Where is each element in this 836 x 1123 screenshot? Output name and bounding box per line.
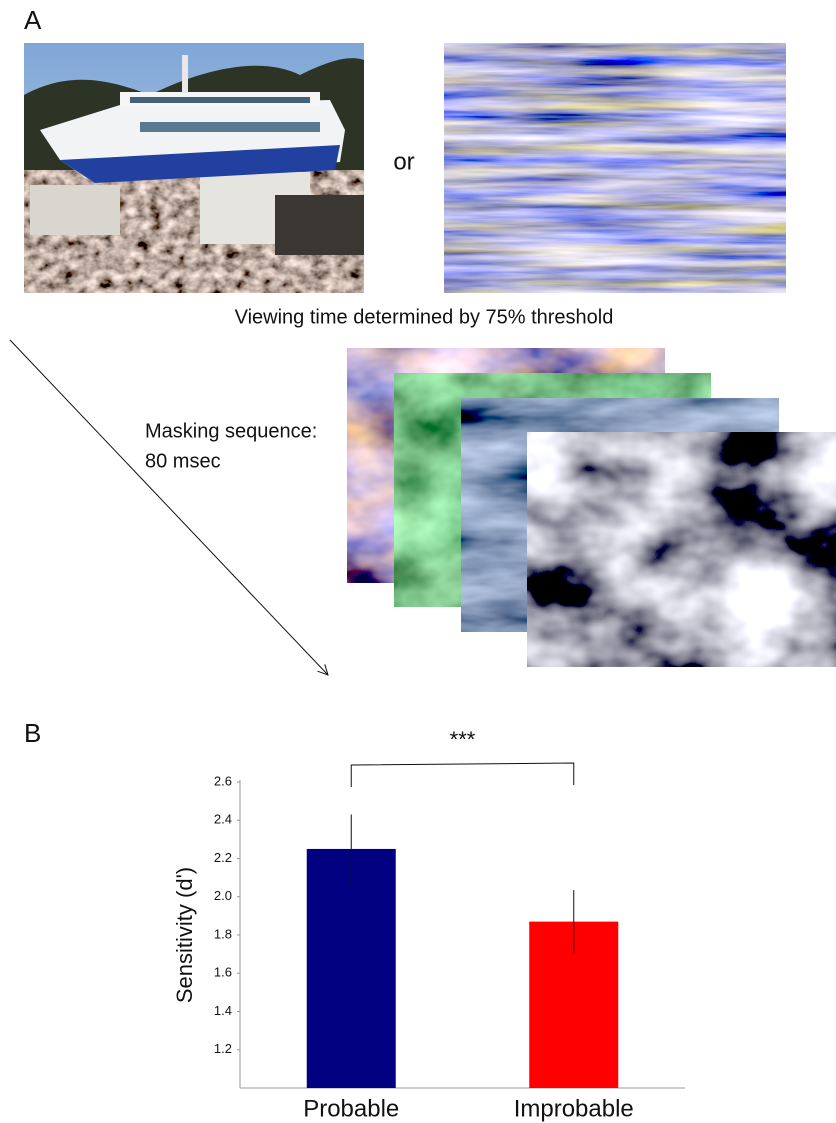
- y-tick-label: 2.0: [214, 888, 232, 903]
- caption: Viewing time determined by 75% threshold: [235, 306, 614, 328]
- mask-image: [527, 432, 836, 667]
- page: {"panel_a": {"label": "A", "connector": …: [0, 0, 836, 1123]
- y-tick-label: 1.4: [214, 1003, 232, 1018]
- panel-label: B: [24, 718, 41, 748]
- y-tick-label: 2.6: [214, 773, 232, 788]
- significance-bracket: [351, 763, 574, 787]
- x-tick-label: Improbable: [514, 1095, 634, 1122]
- panel-label: A: [24, 5, 42, 35]
- y-tick-label: 1.8: [214, 926, 232, 941]
- scene-photo: [24, 43, 364, 293]
- connector-text: or: [393, 148, 414, 175]
- scrambled-image: [444, 43, 786, 293]
- time-arrow: [10, 340, 328, 675]
- y-tick-label: 2.4: [214, 812, 232, 827]
- mask-duration: 80 msec: [145, 450, 221, 472]
- y-tick-label: 1.2: [214, 1041, 232, 1056]
- figure: A or Viewing time determined by 75% thre…: [0, 0, 836, 1123]
- y-tick-label: 2.2: [214, 850, 232, 865]
- y-tick-label: 1.6: [214, 965, 232, 980]
- significance-label: ***: [450, 727, 476, 752]
- x-tick-label: Probable: [303, 1095, 399, 1122]
- mask-label: Masking sequence:: [145, 420, 317, 442]
- y-axis-label: Sensitivity (d'): [172, 867, 197, 1003]
- bar: [307, 849, 396, 1088]
